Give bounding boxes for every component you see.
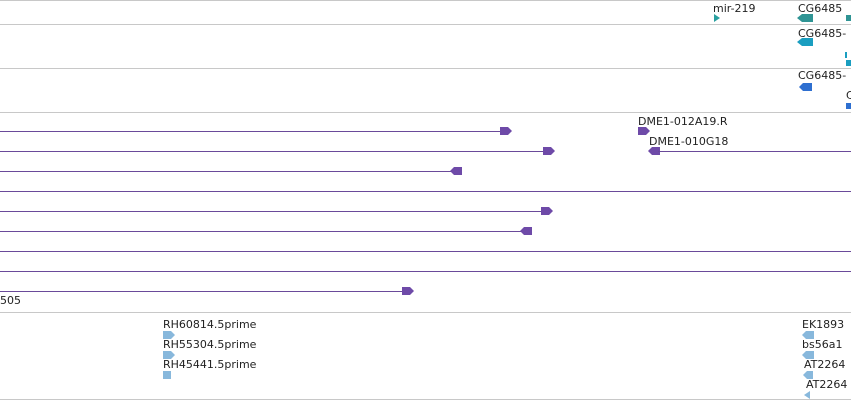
transcript-label[interactable]: CG6485- — [798, 27, 847, 40]
est-label[interactable]: RH45441.5prime — [163, 358, 257, 371]
clone-feature[interactable] — [658, 151, 851, 152]
clone-label[interactable]: 505 — [0, 294, 21, 307]
track-separator — [0, 112, 851, 113]
transcript-label[interactable]: CG6485 — [798, 2, 843, 15]
track-separator — [0, 68, 851, 69]
est-label[interactable]: RH60814.5prime — [163, 318, 257, 331]
transcript-feature-icon[interactable] — [797, 38, 851, 70]
est-label[interactable]: RH55304.5prime — [163, 338, 257, 351]
clone-arrow-icon[interactable] — [520, 227, 532, 235]
clone-arrow-icon[interactable] — [543, 147, 555, 155]
transcript-label[interactable]: C — [846, 89, 851, 102]
est-label[interactable]: bs56a1 — [802, 338, 843, 351]
est-arrow-icon[interactable] — [163, 351, 175, 359]
clone-feature[interactable] — [0, 151, 545, 152]
est-label[interactable]: AT2264 — [804, 358, 846, 371]
track-separator — [0, 0, 851, 1]
clone-label[interactable]: DME1-012A19.R — [638, 115, 728, 128]
clone-feature[interactable] — [0, 171, 455, 172]
clone-feature[interactable] — [0, 131, 502, 132]
est-arrow-icon[interactable] — [802, 351, 814, 359]
clone-arrow-icon[interactable] — [500, 127, 512, 135]
est-label[interactable]: AT2264 — [806, 378, 848, 391]
est-arrow-icon[interactable] — [802, 331, 814, 339]
protein-feature-icon[interactable] — [799, 83, 815, 91]
clone-feature[interactable] — [0, 251, 851, 252]
est-arrow-icon[interactable] — [163, 331, 175, 339]
clone-arrow-icon[interactable] — [450, 167, 462, 175]
clone-feature[interactable] — [0, 271, 851, 272]
clone-arrow-icon[interactable] — [402, 287, 414, 295]
clone-arrow-icon[interactable] — [648, 147, 660, 155]
clone-arrow-icon[interactable] — [638, 127, 650, 135]
transcript-feature-icon[interactable] — [797, 14, 851, 22]
clone-feature[interactable] — [0, 291, 405, 292]
clone-arrow-icon[interactable] — [541, 207, 553, 215]
clone-label[interactable]: DME1-010G18 — [649, 135, 729, 148]
est-arrow-icon[interactable] — [804, 391, 814, 399]
mirna-arrow-icon[interactable] — [714, 14, 721, 22]
track-separator — [0, 312, 851, 313]
mirna-label[interactable]: mir-219 — [713, 2, 756, 15]
est-label[interactable]: EK1893 — [802, 318, 845, 331]
clone-feature[interactable] — [0, 231, 524, 232]
est-arrow-icon[interactable] — [803, 371, 815, 379]
transcript-label[interactable]: CG6485- — [798, 69, 847, 82]
track-separator — [0, 24, 851, 25]
est-arrow-icon[interactable] — [163, 371, 175, 379]
track-separator — [0, 399, 851, 400]
protein-feature-icon[interactable] — [846, 102, 851, 110]
clone-feature[interactable] — [0, 191, 851, 192]
clone-feature[interactable] — [0, 211, 545, 212]
